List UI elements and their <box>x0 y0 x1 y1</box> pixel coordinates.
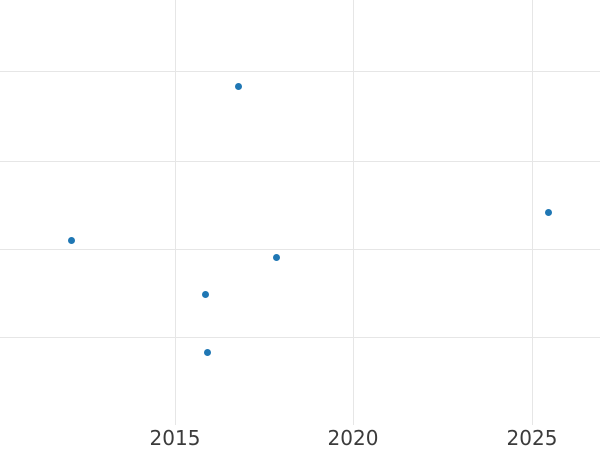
data-point <box>272 253 280 261</box>
data-point <box>544 208 552 216</box>
gridline-horizontal <box>0 336 600 338</box>
gridline-vertical <box>352 0 354 425</box>
data-point <box>234 82 242 90</box>
gridline-vertical <box>531 0 533 425</box>
gridline-vertical <box>174 0 176 425</box>
plot-area <box>0 0 600 425</box>
x-axis: 2015 2020 2025 <box>0 425 600 450</box>
data-point <box>203 348 211 356</box>
gridline-horizontal <box>0 160 600 162</box>
gridline-horizontal <box>0 70 600 72</box>
x-tick-label: 2025 <box>506 426 558 450</box>
x-tick-label: 2020 <box>327 426 379 450</box>
data-point <box>67 236 75 244</box>
x-tick-label: 2015 <box>149 426 201 450</box>
gridline-horizontal <box>0 248 600 250</box>
data-point <box>201 290 209 298</box>
